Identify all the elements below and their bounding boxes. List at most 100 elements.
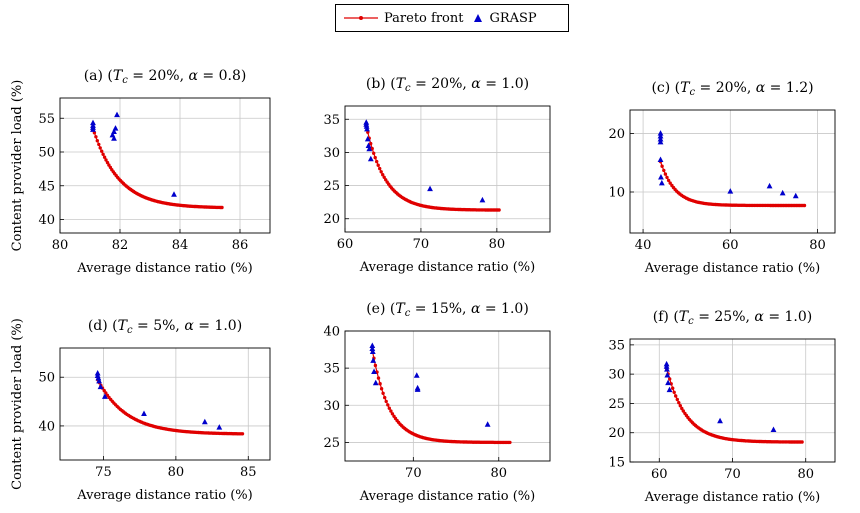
grasp-point [95,374,102,381]
x-axis-label: Average distance ratio (%) [359,489,535,504]
chart-title: (c) (Tc = 20%, α = 1.2) [651,80,813,98]
x-axis-label: Average distance ratio (%) [76,261,252,276]
pareto-point [373,363,378,368]
pareto-point [94,135,98,139]
pareto-point [671,386,675,390]
plot-frame [59,97,271,234]
x-axis-label: Average distance ratio (%) [644,261,820,276]
grasp-point [770,426,777,432]
pareto-point [369,141,373,146]
chart-panel-c: 40 60 80 10 20 (c) (Tc = 20%, α = 1.2) Average… [608,80,836,276]
pareto-point [220,205,224,210]
pareto-front-line [659,161,805,207]
x-tick-label: 70 [413,237,430,252]
grasp-point [363,123,370,129]
pareto-point [384,399,388,404]
x-tick-label: 60 [722,238,739,253]
x-tick-label: 82 [112,238,129,253]
y-tick-label: 30 [323,399,340,414]
grasp-point [369,342,376,349]
grasp-point [216,424,223,430]
pareto-point [681,409,685,413]
pareto-point [379,170,383,174]
pareto-point [101,152,105,156]
y-tick-label: 40 [38,419,55,434]
pareto-point [382,175,386,179]
grasp-point [114,111,120,118]
x-axis-label: Average distance ratio (%) [644,490,820,505]
plot-frame [629,338,836,463]
pareto-point [383,395,387,400]
plot-frame [344,330,551,462]
y-tick-label: 20 [608,127,625,142]
chart-title: (f) (Tc = 25%, α = 1.0) [653,309,812,327]
y-tick-label: 50 [38,371,55,386]
chart-panel-e: 70 80 25 30 35 40 (e) (Tc = 15%, α = 1.0) Avera… [323,301,551,504]
legend-label-grasp: GRASP [489,10,537,26]
grasp-point [717,417,723,424]
pareto-line-icon [344,16,378,20]
legend-item-grasp: GRASP [473,10,537,26]
grasp-point [369,345,376,352]
y-tick-label: 25 [323,179,340,194]
y-axis-label: Content provider load (%) [10,318,25,490]
grasp-point [141,410,147,416]
y-tick-label: 50 [38,146,55,161]
y-tick-label: 40 [38,213,55,228]
pareto-point [800,440,804,444]
pareto-point [497,208,501,212]
grasp-point [413,372,420,378]
grasp-point [665,379,671,386]
pareto-front-line [371,350,510,443]
grasp-point [369,348,376,354]
pareto-point [680,406,684,411]
pareto-point [678,404,682,408]
pareto-point [665,175,669,180]
x-tick-label: 80 [168,465,185,480]
pareto-point [376,376,381,380]
y-tick-label: 55 [38,112,55,127]
pareto-point [100,149,104,153]
y-tick-label: 40 [323,325,340,340]
x-tick-label: 75 [95,465,112,480]
triangle-marker-icon [474,14,483,22]
x-tick-label: 86 [232,238,249,253]
chart-panel-d: 75 80 85 40 50 (d) (Tc = 5%, α = 1.0) Average … [10,318,271,503]
x-axis-label: Average distance ratio (%) [359,260,535,275]
chart-title: (b) (Tc = 20%, α = 1.0) [366,76,529,94]
pareto-point [386,403,390,407]
pareto-point [660,164,664,168]
y-tick-label: 20 [608,426,625,441]
pareto-front-line [666,368,803,443]
grasp-point [657,135,664,142]
pareto-point [366,130,370,134]
pareto-point [381,391,385,395]
y-tick-label: 45 [38,179,55,194]
grasp-point [171,191,177,197]
grasp-point [365,142,372,148]
pareto-point [98,146,102,150]
pareto-point [381,173,385,177]
chart-panel-b: 60 70 80 20 25 30 35 (b) (Tc = 20%, α = 1.0) Ave… [323,76,551,275]
pareto-point [240,432,245,436]
grasp-point [97,383,104,390]
y-tick-label: 15 [608,456,625,471]
plot-frame [59,347,271,461]
grasp-point [109,131,116,138]
legend-label-pareto: Pareto front [384,10,464,26]
pareto-point [389,409,393,413]
pareto-point [674,394,678,398]
grasp-point [484,421,491,427]
pareto-point [370,146,374,151]
y-tick-label: 30 [323,146,340,161]
grasp-point [201,418,208,425]
grasp-point [657,138,664,145]
grasp-point [111,135,117,141]
pareto-point [97,142,101,147]
grasp-point [364,125,370,132]
chart-panel-a: 80 82 84 86 40 45 50 55 (a) (Tc = 20%, α = 0.8) A… [10,68,271,276]
y-tick-label: 35 [323,362,340,377]
x-tick-label: 84 [172,238,189,253]
grasp-point [666,386,673,393]
grasp-point [366,145,373,152]
